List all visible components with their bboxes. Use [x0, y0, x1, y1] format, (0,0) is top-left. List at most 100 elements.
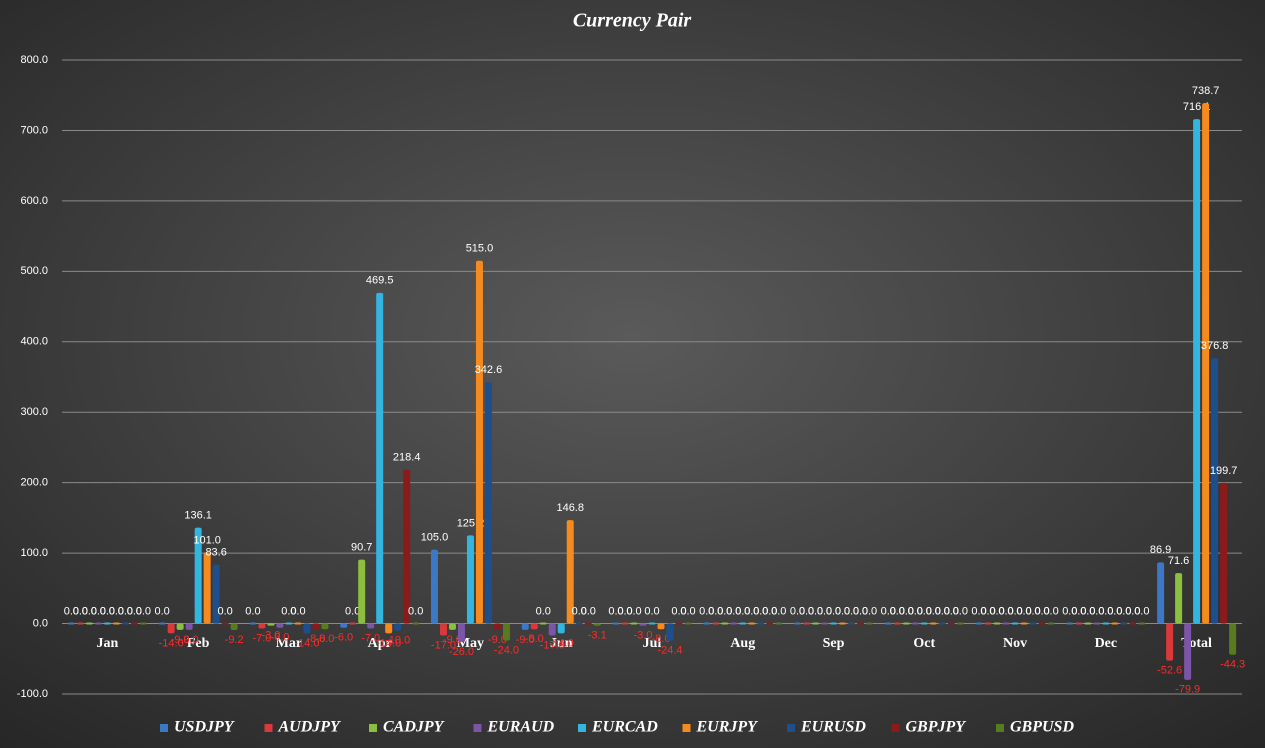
data-label: 0.0 [100, 605, 115, 617]
bar [938, 622, 946, 625]
x-tick-label: Feb [187, 636, 210, 651]
data-label: 0.0 [91, 605, 106, 617]
data-label: 146.8 [556, 502, 584, 514]
data-label: 0.0 [853, 605, 868, 617]
data-label: 0.0 [790, 605, 805, 617]
bar [412, 622, 420, 625]
bar [1047, 622, 1055, 625]
legend-marker [996, 724, 1004, 732]
y-tick-label: 700.0 [20, 124, 48, 136]
bar [1066, 622, 1074, 625]
bar [984, 622, 992, 625]
bar [612, 622, 620, 625]
data-label: 0.0 [735, 605, 750, 617]
data-label: -9.2 [225, 634, 244, 646]
bar [121, 622, 129, 625]
legend-label: USDJPY [174, 719, 235, 736]
legend-marker [160, 724, 168, 732]
bar [349, 622, 357, 625]
bar [1166, 623, 1174, 661]
bar [703, 622, 711, 625]
data-label: 0.0 [862, 605, 877, 617]
data-label: -17.0 [540, 639, 565, 651]
data-label: -26.0 [449, 646, 474, 658]
bar [830, 622, 838, 625]
data-label: -14.0 [376, 637, 401, 649]
bar [194, 527, 202, 624]
y-tick-label: 500.0 [20, 265, 48, 277]
data-label: 199.7 [1210, 465, 1238, 477]
bar [902, 622, 910, 625]
bar [803, 622, 811, 625]
bar [1075, 622, 1083, 625]
legend-marker [264, 724, 273, 732]
data-label: 0.0 [1025, 605, 1040, 617]
bar [340, 623, 348, 628]
data-label: 0.0 [127, 605, 142, 617]
bar [857, 622, 865, 625]
x-tick-label: Jun [550, 636, 573, 651]
bar [448, 623, 456, 630]
bar [639, 623, 647, 626]
bar [993, 622, 1001, 625]
bar [249, 622, 257, 625]
bar [475, 260, 483, 624]
data-label: 0.0 [817, 605, 832, 617]
data-label: 0.0 [762, 605, 777, 617]
data-label: -8.0 [315, 633, 334, 645]
data-label: 0.0 [926, 605, 941, 617]
data-label: 0.0 [944, 605, 959, 617]
bar [403, 469, 411, 624]
data-label: 86.9 [1150, 544, 1171, 556]
legend-label: EURUSD [800, 719, 866, 736]
bar [212, 564, 220, 624]
bar [812, 622, 820, 625]
data-label: 0.0 [281, 605, 296, 617]
bar [884, 622, 892, 625]
bar [1020, 622, 1028, 625]
bar [648, 622, 656, 625]
bar [267, 623, 275, 626]
bar [584, 622, 592, 625]
data-label: 0.0 [826, 605, 841, 617]
data-label: -3.0 [634, 630, 653, 642]
legend-label: CADJPY [383, 719, 445, 736]
data-label: 0.0 [835, 605, 850, 617]
data-label: 0.0 [799, 605, 814, 617]
bar [593, 623, 601, 626]
data-label: 0.0 [890, 605, 905, 617]
data-label: 0.0 [536, 605, 551, 617]
data-label: -9.0 [180, 634, 199, 646]
data-label: 0.0 [1007, 605, 1022, 617]
data-label: 218.4 [393, 452, 421, 464]
data-label: 0.0 [109, 605, 124, 617]
data-label: 0.0 [608, 605, 623, 617]
data-label: -6.0 [270, 632, 289, 644]
bar [748, 622, 756, 625]
legend-label: GBPUSD [1010, 719, 1074, 736]
bar [85, 622, 93, 625]
data-label: 0.0 [626, 605, 641, 617]
bar [766, 622, 774, 625]
bar [1138, 622, 1146, 625]
y-tick-label: -100.0 [17, 688, 48, 700]
bar [358, 559, 366, 624]
legend-marker [787, 724, 795, 732]
data-label: 0.0 [136, 605, 151, 617]
bar [502, 623, 510, 641]
x-tick-label: Nov [1003, 636, 1027, 651]
bar [294, 622, 302, 625]
bar [1184, 623, 1192, 680]
bar [167, 623, 175, 634]
data-label: 0.0 [581, 605, 596, 617]
bar [385, 623, 393, 634]
bar [203, 552, 211, 624]
bar [276, 623, 284, 628]
x-tick-label: Oct [913, 636, 935, 651]
data-label: 0.0 [1043, 605, 1058, 617]
data-label: 0.0 [1107, 605, 1122, 617]
bar [893, 622, 901, 625]
data-label: 0.0 [953, 605, 968, 617]
bar [866, 622, 874, 625]
